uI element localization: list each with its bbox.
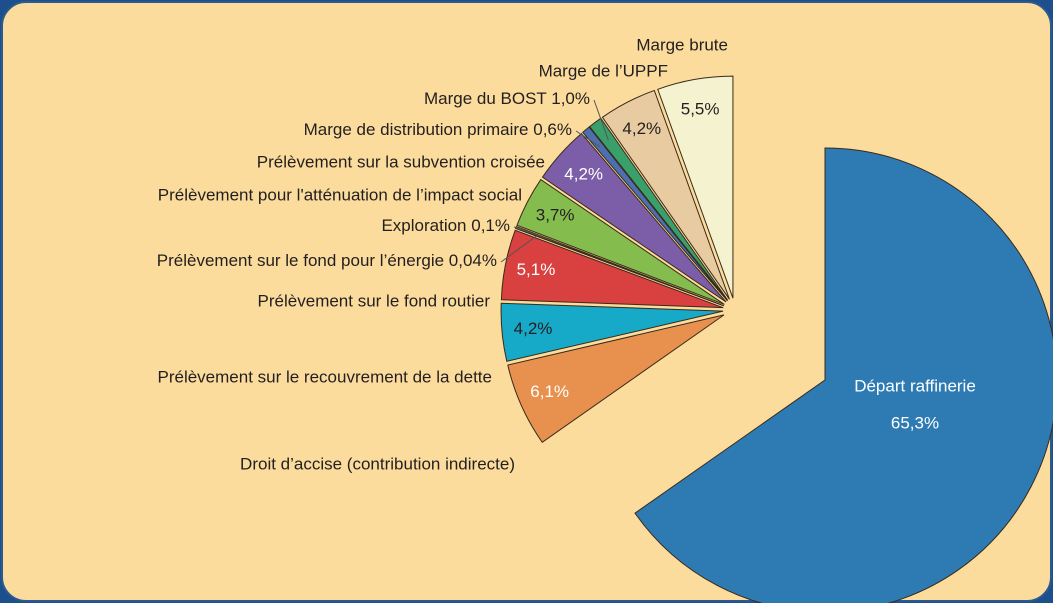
value-label: 4,2%: [514, 319, 553, 338]
slice: [507, 314, 725, 443]
leader-line: [513, 226, 538, 236]
category-name: Exploration: [381, 216, 466, 235]
value-label: 0,1%: [471, 216, 510, 235]
slice: [500, 302, 724, 362]
value-label: 6,1%: [530, 382, 569, 401]
value-label: 65,3%: [891, 413, 939, 432]
value-label: 0,6%: [533, 120, 572, 139]
slice: [634, 147, 1053, 603]
category-label: Prélèvement sur le fond pour l’énergie 0…: [157, 251, 497, 270]
value-label: 3,7%: [536, 206, 575, 225]
category-name: Prélèvement sur le fond pour l’énergie: [157, 251, 444, 270]
leader-line: [575, 130, 601, 148]
value-label: 1,0%: [551, 89, 590, 108]
slice-label: Départ raffinerie: [854, 376, 976, 395]
leader-line: [593, 99, 609, 141]
category-label: Exploration 0,1%: [381, 216, 510, 235]
category-label: Droit d’accise (contribution indirecte): [240, 454, 515, 473]
category-label: Prélèvement sur le fond routier: [258, 291, 491, 310]
value-label: 4,2%: [564, 164, 603, 183]
category-label: Marge brute: [636, 35, 728, 54]
category-label: Marge de distribution primaire 0,6%: [304, 120, 572, 139]
slice: [541, 132, 727, 303]
pie: [500, 75, 1053, 603]
slice: [657, 75, 734, 299]
category-label: Marge du BOST 1,0%: [424, 89, 590, 108]
category-name: Marge du BOST: [424, 89, 547, 108]
value-label: 0,04%: [449, 251, 497, 270]
category-label: Prélèvement pour l'atténuation de l’impa…: [158, 185, 522, 204]
value-label: 5,5%: [681, 100, 720, 119]
category-name: Marge de distribution primaire: [304, 120, 529, 139]
value-label: 5,1%: [517, 260, 556, 279]
value-label: 4,2%: [622, 119, 661, 138]
slice: [601, 89, 730, 300]
category-label: Marge de l’UPPF: [539, 61, 668, 80]
slice: [516, 178, 725, 305]
category-label: Prélèvement sur le recouvrement de la de…: [157, 367, 492, 386]
slice: [581, 126, 728, 302]
leader-line: [500, 235, 537, 263]
slice: [500, 229, 724, 309]
category-label: Prélèvement sur la subvention croisée: [257, 152, 545, 171]
